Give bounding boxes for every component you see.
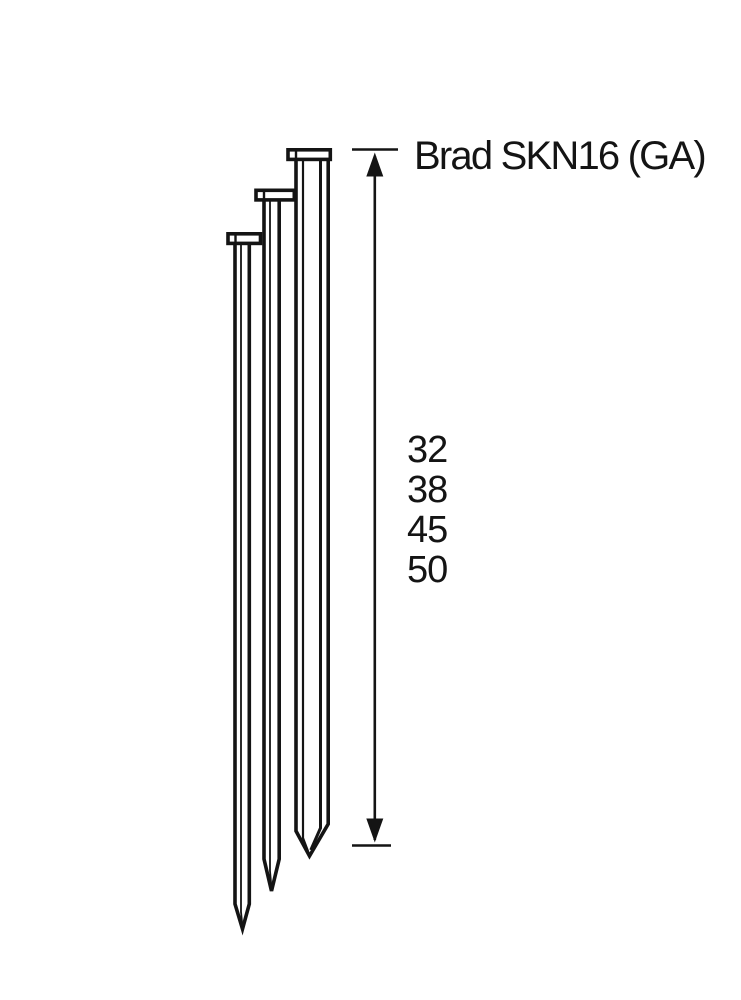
- dimension-arrowhead-up: [366, 152, 384, 177]
- length-label-45: 45: [407, 509, 448, 551]
- nail-long-head: [286, 148, 333, 162]
- length-label-50: 50: [407, 549, 448, 591]
- nail-medium-head: [254, 188, 297, 202]
- nail-short-head: [226, 232, 263, 246]
- dimension-arrowhead-down: [366, 818, 384, 843]
- nail-medium-shaft: [262, 201, 281, 892]
- nail-medium: [254, 188, 297, 892]
- length-label-38: 38: [407, 469, 448, 511]
- length-labels: 32 38 45 50: [407, 429, 448, 591]
- nail-long-inner-line-2: [309, 161, 322, 851]
- nail-short-shaft: [233, 244, 252, 936]
- nail-long: [286, 148, 333, 860]
- nail-long-inner-line-1: [301, 161, 310, 853]
- nail-medium-inner-line: [269, 201, 273, 887]
- nail-short: [226, 232, 263, 936]
- product-title: Brad SKN16 (GA): [414, 134, 707, 178]
- length-label-32: 32: [407, 429, 448, 471]
- dimension-arrow: [352, 148, 398, 847]
- nail-long-shaft: [294, 161, 330, 860]
- nail-short-inner-line: [240, 244, 244, 926]
